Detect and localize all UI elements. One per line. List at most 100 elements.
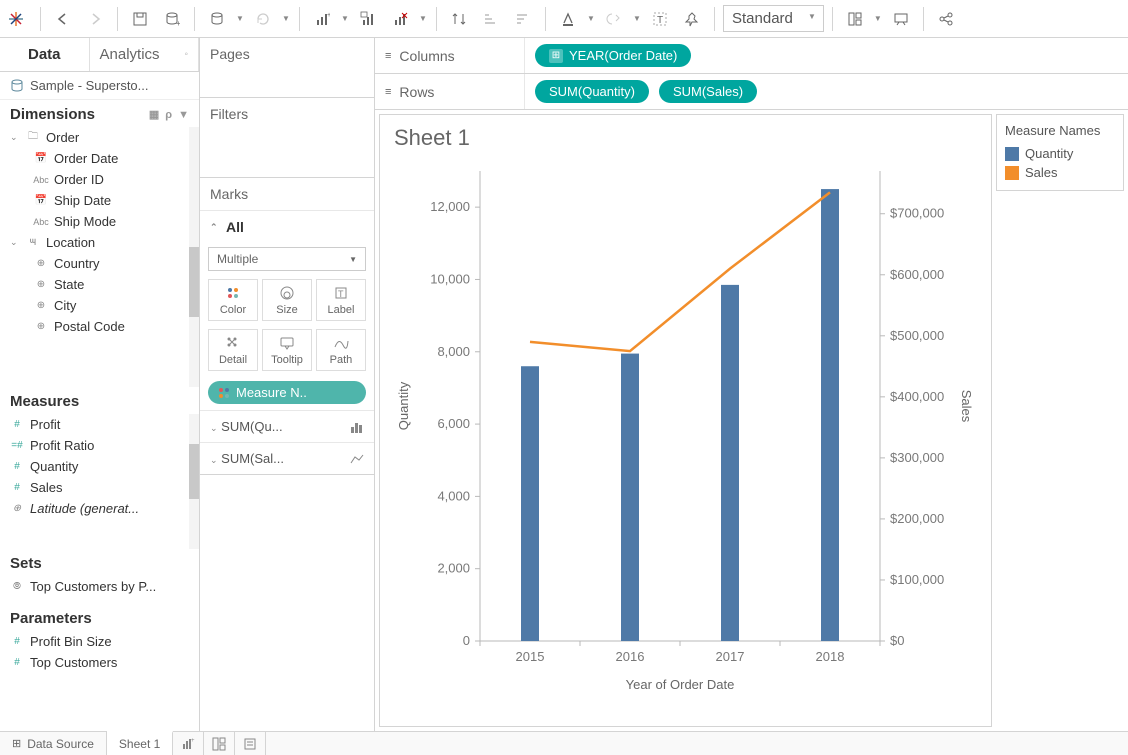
size-button[interactable]: Size [262, 279, 312, 321]
field-ship-date[interactable]: 📅Ship Date [0, 190, 189, 211]
legend-item[interactable]: Sales [1005, 163, 1115, 182]
columns-shelf[interactable]: ≡Columns ⊞YEAR(Order Date) [375, 38, 1128, 74]
save-button[interactable] [126, 5, 154, 33]
path-button[interactable]: Path [316, 329, 366, 371]
search-icon[interactable]: ρ [165, 109, 172, 121]
new-story-tab[interactable] [235, 732, 266, 755]
param-profit-bin[interactable]: #Profit Bin Size [0, 631, 199, 652]
color-button[interactable]: Color [208, 279, 258, 321]
new-datasource-button[interactable]: + [158, 5, 186, 33]
undo-button[interactable] [49, 5, 77, 33]
bottom-tabs: ⊞Data Source Sheet 1 + [0, 731, 1128, 755]
detail-button[interactable]: Detail [208, 329, 258, 371]
swap-button[interactable] [445, 5, 473, 33]
color-icon [218, 387, 230, 399]
marks-card: Marks ⌃All Multiple▼ Color Size TLabel D… [199, 177, 375, 475]
new-dashboard-tab[interactable] [204, 732, 235, 755]
sheet-title[interactable]: Sheet 1 [380, 115, 991, 161]
text-button[interactable]: T [646, 5, 674, 33]
dropdown-icon[interactable]: ▼ [340, 14, 350, 23]
dropdown-icon[interactable]: ▼ [873, 14, 883, 23]
sum-sales-pill[interactable]: SUM(Sales) [659, 80, 757, 103]
line-icon [350, 453, 364, 465]
expand-icon[interactable]: ⊞ [549, 49, 563, 63]
param-top-customers[interactable]: #Top Customers [0, 652, 199, 673]
data-tab[interactable]: Data [0, 38, 90, 71]
tooltip-button[interactable]: Tooltip [262, 329, 312, 371]
sheet1-tab[interactable]: Sheet 1 [107, 731, 173, 755]
mark-type-select[interactable]: Multiple▼ [208, 247, 366, 271]
field-latitude[interactable]: ⊕Latitude (generat... [0, 498, 189, 519]
set-top-customers[interactable]: ⦾Top Customers by P... [0, 576, 199, 597]
marks-header: Marks [200, 178, 374, 211]
field-sales[interactable]: #Sales [0, 477, 189, 498]
share-button[interactable] [932, 5, 960, 33]
data-source-tab[interactable]: ⊞Data Source [0, 732, 107, 755]
scrollbar[interactable] [189, 127, 199, 387]
group-button[interactable] [600, 5, 628, 33]
presentation-button[interactable] [887, 5, 915, 33]
svg-text:$400,000: $400,000 [890, 389, 944, 404]
refresh-button[interactable] [249, 5, 277, 33]
set-icon: ⦾ [10, 580, 24, 594]
field-order-date[interactable]: 📅Order Date [0, 148, 189, 169]
marks-sum-sales[interactable]: ⌄ SUM(Sal... [200, 442, 374, 474]
show-cards-button[interactable] [841, 5, 869, 33]
field-quantity[interactable]: #Quantity [0, 456, 189, 477]
legend[interactable]: Measure Names QuantitySales [996, 114, 1124, 191]
geo-icon: ⊕ [34, 299, 48, 313]
filters-shelf[interactable]: Filters [200, 98, 374, 178]
redo-button[interactable] [81, 5, 109, 33]
field-ship-mode[interactable]: AbcShip Mode [0, 211, 189, 232]
field-city[interactable]: ⊕City [0, 295, 189, 316]
datasource-item[interactable]: Sample - Supersto... [0, 72, 199, 100]
menu-icon[interactable]: ▼ [178, 109, 189, 121]
hierarchy-icon: ౻ [26, 236, 40, 250]
shelves-pane: Pages Filters Marks ⌃All Multiple▼ Color… [200, 38, 375, 731]
marks-sum-quantity[interactable]: ⌄ SUM(Qu... [200, 410, 374, 442]
duplicate-button[interactable] [354, 5, 382, 33]
svg-text:$600,000: $600,000 [890, 267, 944, 282]
parameters-header: Parameters [0, 604, 199, 631]
sort-asc-button[interactable] [477, 5, 505, 33]
legend-item[interactable]: Quantity [1005, 144, 1115, 163]
pages-shelf[interactable]: Pages [200, 38, 374, 98]
sum-quantity-pill[interactable]: SUM(Quantity) [535, 80, 649, 103]
autoupdate-button[interactable] [203, 5, 231, 33]
year-pill[interactable]: ⊞YEAR(Order Date) [535, 44, 691, 67]
label-button[interactable]: TLabel [316, 279, 366, 321]
folder-order[interactable]: ⌄🗀Order [0, 127, 189, 148]
string-icon: Abc [34, 173, 48, 187]
dropdown-icon[interactable]: ▼ [418, 14, 428, 23]
field-country[interactable]: ⊕Country [0, 253, 189, 274]
marks-all-toggle[interactable]: ⌃All [200, 211, 374, 243]
clear-button[interactable] [386, 5, 414, 33]
rows-shelf[interactable]: ≡Rows SUM(Quantity) SUM(Sales) [375, 74, 1128, 110]
svg-text:$0: $0 [890, 633, 904, 648]
dropdown-icon[interactable]: ▼ [632, 14, 642, 23]
sort-desc-button[interactable] [509, 5, 537, 33]
field-profit[interactable]: #Profit [0, 414, 189, 435]
view-icon[interactable]: ▦ [149, 108, 159, 121]
geo-icon: ⊕ [34, 320, 48, 334]
number-icon: # [10, 418, 24, 432]
new-worksheet-tab[interactable]: + [173, 732, 204, 755]
fit-select[interactable]: Standard [723, 5, 824, 32]
field-state[interactable]: ⊕State [0, 274, 189, 295]
new-worksheet-button[interactable]: + [308, 5, 336, 33]
analytics-tab[interactable]: Analytics◦ [90, 38, 200, 71]
color-icon [225, 284, 241, 302]
scrollbar[interactable] [189, 414, 199, 549]
field-order-id[interactable]: AbcOrder ID [0, 169, 189, 190]
dropdown-icon[interactable]: ▼ [586, 14, 596, 23]
dropdown-icon[interactable]: ▼ [235, 14, 245, 23]
folder-location[interactable]: ⌄౻Location [0, 232, 189, 253]
dropdown-icon[interactable]: ▼ [281, 14, 291, 23]
detail-icon [225, 334, 241, 352]
svg-text:$100,000: $100,000 [890, 572, 944, 587]
pin-button[interactable] [678, 5, 706, 33]
measure-names-pill[interactable]: Measure N.. [208, 381, 366, 404]
field-profit-ratio[interactable]: =#Profit Ratio [0, 435, 189, 456]
field-postal-code[interactable]: ⊕Postal Code [0, 316, 189, 337]
highlight-button[interactable] [554, 5, 582, 33]
